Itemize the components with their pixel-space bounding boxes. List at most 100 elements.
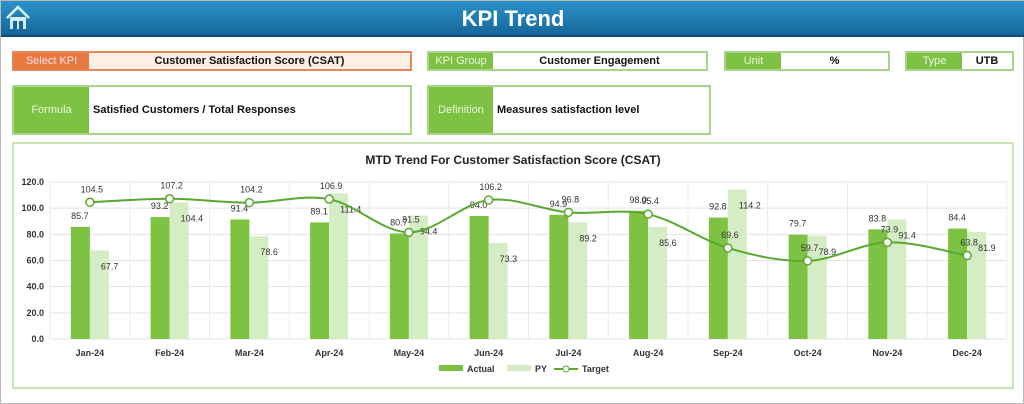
select-kpi-label: Select KPI (14, 53, 89, 69)
definition-label: Definition (429, 87, 493, 133)
target-data-label: 69.6 (721, 230, 739, 240)
legend-py-swatch (507, 365, 531, 371)
actual-data-label: 84.4 (948, 213, 966, 223)
type-value: UTB (975, 55, 999, 67)
x-tick-label: Dec-24 (952, 348, 982, 358)
legend-target-marker (562, 365, 570, 373)
chart-container: MTD Trend For Customer Satisfaction Scor… (12, 142, 1014, 389)
py-data-label: 78.9 (819, 247, 837, 257)
legend-target-label: Target (582, 364, 609, 374)
py-bar (249, 236, 269, 339)
actual-bar (389, 233, 409, 339)
formula-field: Formula Satisfied Customers / Total Resp… (12, 85, 412, 135)
type-field: Type UTB (905, 51, 1014, 71)
x-tick-label: Jul-24 (555, 348, 581, 358)
target-data-label: 107.2 (160, 181, 183, 191)
actual-bar (230, 219, 250, 339)
kpi-group-label: KPI Group (429, 53, 493, 69)
actual-bar (868, 229, 888, 339)
select-kpi-dropdown[interactable]: Select KPI Customer Satisfaction Score (… (12, 51, 412, 71)
actual-data-label: 80.7 (390, 217, 408, 227)
x-tick-label: Jan-24 (76, 348, 105, 358)
py-bar (488, 243, 508, 339)
x-tick-label: Jun-24 (474, 348, 503, 358)
header-bar: KPI Trend (1, 1, 1024, 37)
x-tick-label: Mar-24 (235, 348, 264, 358)
actual-bar (150, 217, 170, 339)
actual-bar (549, 214, 569, 339)
target-marker (85, 197, 95, 208)
legend-actual-label: Actual (467, 364, 495, 374)
py-data-label: 81.9 (978, 243, 996, 253)
chart-title: MTD Trend For Customer Satisfaction Scor… (365, 153, 660, 167)
py-bar (568, 222, 588, 339)
py-data-label: 73.3 (500, 254, 518, 264)
kpi-group-value: Customer Engagement (539, 55, 660, 67)
py-data-label: 78.6 (260, 247, 278, 257)
select-kpi-value[interactable]: Customer Satisfaction Score (CSAT) (89, 53, 410, 69)
py-bar (727, 189, 747, 339)
y-tick-label: 40.0 (26, 282, 44, 292)
x-tick-label: Apr-24 (315, 348, 344, 358)
legend-py-label: PY (535, 364, 547, 374)
target-marker (324, 194, 334, 204)
target-data-label: 59.7 (801, 243, 819, 253)
x-tick-label: Nov-24 (872, 348, 902, 358)
kpi-trend-chart: MTD Trend For Customer Satisfaction Scor… (21, 153, 1008, 374)
py-bar (89, 250, 109, 339)
actual-bar (70, 226, 90, 339)
actual-bar (310, 222, 330, 339)
actual-data-label: 83.8 (869, 213, 887, 223)
actual-data-label: 91.4 (231, 203, 249, 213)
py-data-label: 91.4 (898, 230, 916, 240)
target-marker (563, 207, 574, 218)
target-marker (244, 197, 255, 208)
actual-data-label: 94.9 (550, 199, 568, 209)
actual-data-label: 93.2 (151, 201, 169, 211)
x-tick-label: Oct-24 (794, 348, 822, 358)
py-bar (329, 193, 349, 339)
y-tick-label: 0.0 (31, 334, 44, 344)
py-bar (169, 202, 189, 339)
target-data-label: 73.9 (881, 224, 899, 234)
py-bar (887, 219, 907, 339)
target-data-label: 96.8 (562, 194, 580, 204)
py-data-label: 67.7 (101, 261, 119, 271)
target-marker (962, 250, 972, 261)
py-data-label: 114.2 (739, 201, 761, 211)
actual-data-label: 85.7 (71, 211, 89, 221)
target-marker (802, 256, 813, 266)
py-bar (648, 227, 668, 339)
target-data-label: 95.4 (641, 196, 659, 206)
unit-label: Unit (726, 53, 781, 69)
target-data-label: 81.5 (402, 214, 420, 224)
y-tick-label: 60.0 (26, 256, 44, 266)
actual-bar (629, 210, 649, 339)
x-tick-label: Aug-24 (633, 348, 664, 358)
unit-value: % (829, 55, 840, 67)
y-tick-label: 80.0 (26, 229, 44, 239)
legend-actual-swatch (439, 365, 463, 371)
py-bar (967, 231, 987, 339)
target-marker (643, 209, 653, 219)
actual-data-label: 98.0 (629, 195, 647, 205)
x-tick-label: Feb-24 (155, 348, 184, 358)
target-data-label: 106.2 (479, 182, 502, 192)
target-marker (723, 243, 733, 253)
x-tick-label: Sep-24 (713, 348, 743, 358)
kpi-group-field: KPI Group Customer Engagement (427, 51, 708, 71)
py-bar (807, 235, 827, 339)
actual-data-label: 94.0 (470, 200, 488, 210)
actual-data-label: 92.8 (709, 202, 727, 212)
py-data-label: 89.2 (579, 233, 597, 243)
actual-data-label: 79.7 (789, 219, 807, 229)
target-data-label: 63.8 (960, 238, 978, 248)
py-bar (408, 215, 428, 339)
home-icon[interactable] (5, 5, 31, 31)
y-tick-label: 120.0 (21, 177, 44, 187)
py-data-label: 94.4 (420, 226, 438, 236)
unit-field: Unit % (724, 51, 890, 71)
type-label: Type (907, 53, 962, 69)
actual-bar (469, 216, 489, 339)
target-data-label: 104.5 (81, 184, 104, 194)
